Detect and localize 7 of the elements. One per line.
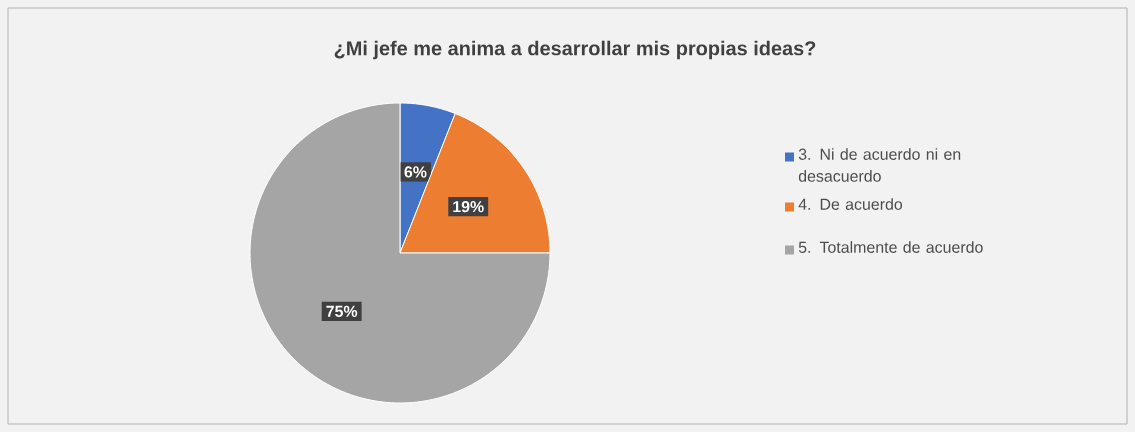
chart-title: ¿Mi jefe me anima a desarrollar mis propias ideas?: [334, 40, 816, 60]
data-label: 6%: [404, 166, 427, 178]
data-label: 75%: [326, 305, 358, 317]
legend-label: 5. Totalmente de acuerdo: [798, 241, 983, 253]
legend-label: 3. Ni de acuerdo ni en desacuerdo: [798, 148, 961, 182]
legend-label: 4. De acuerdo: [798, 198, 903, 210]
data-label: 19%: [453, 200, 484, 213]
